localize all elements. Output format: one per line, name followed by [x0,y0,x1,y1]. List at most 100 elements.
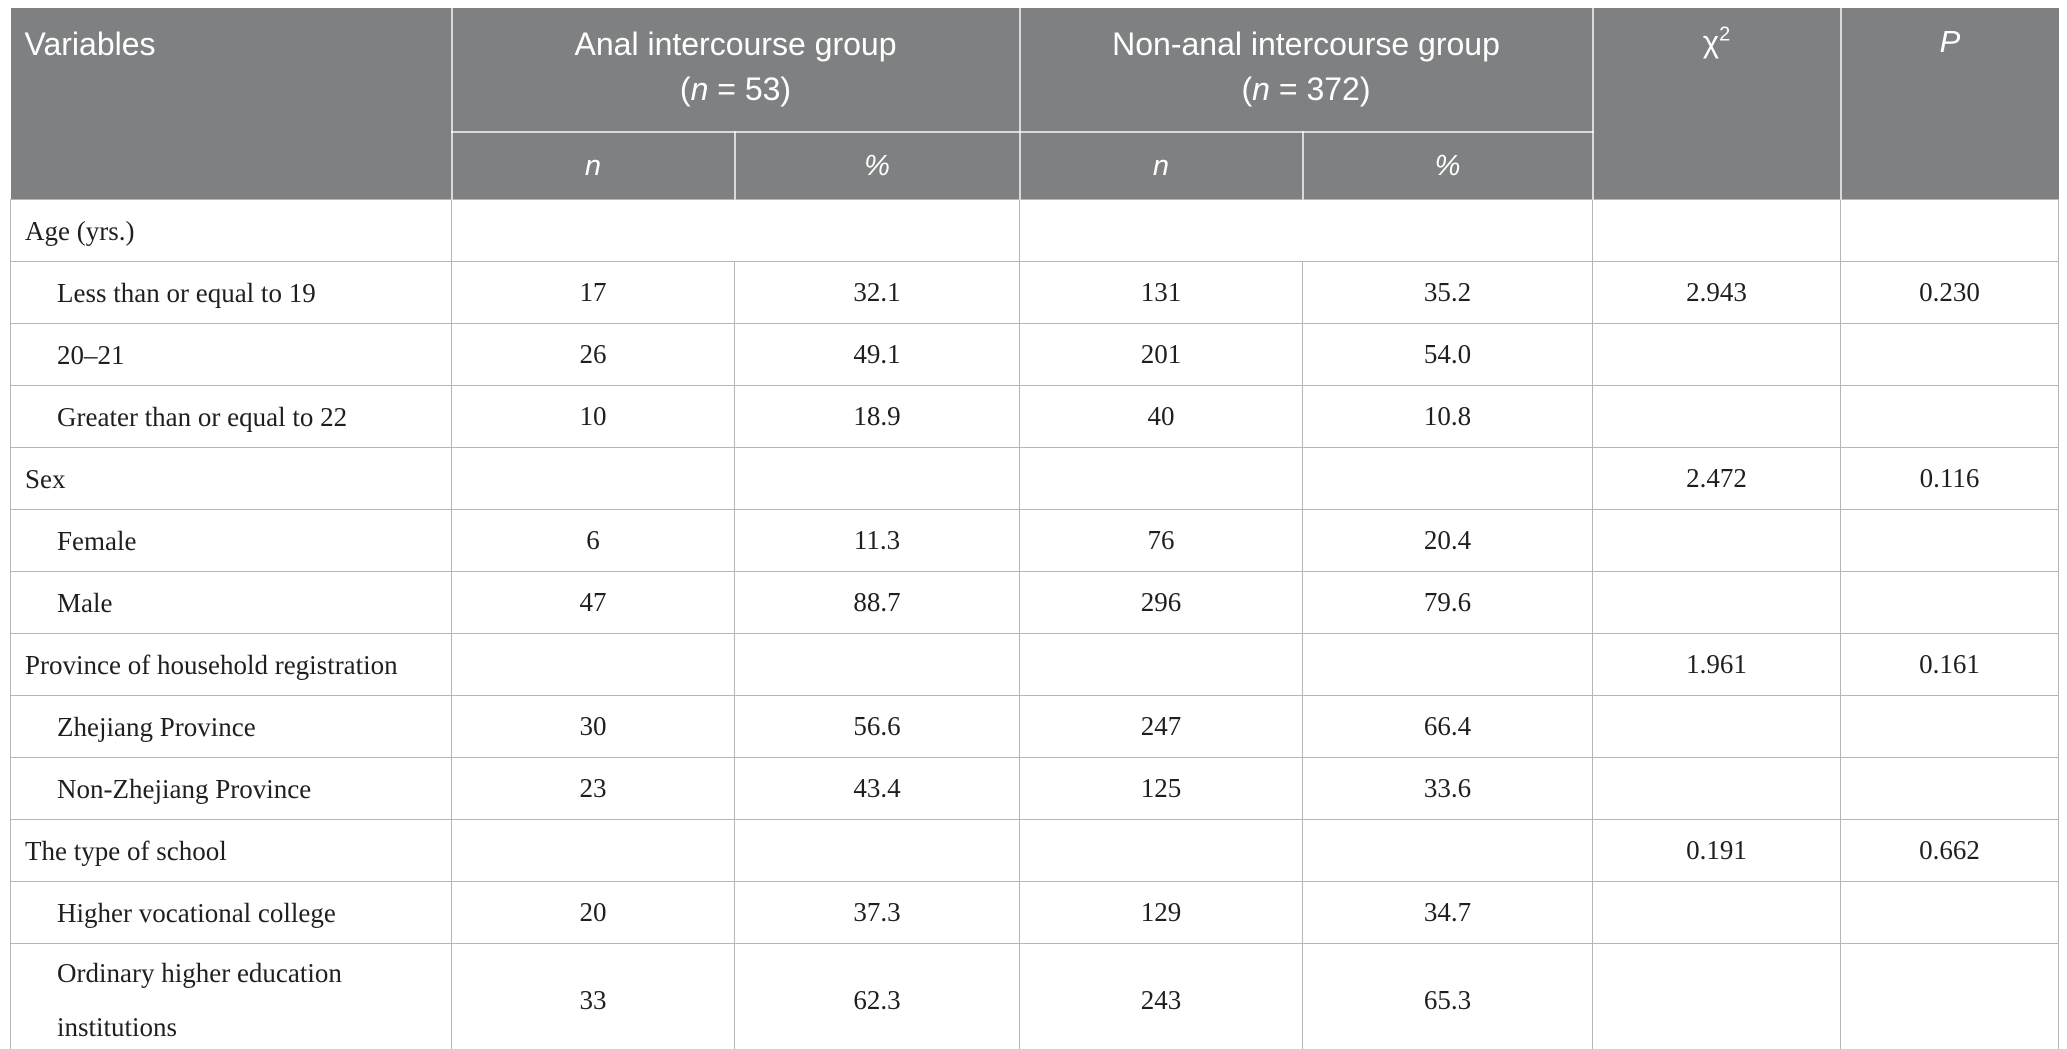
group2-n-cell: 296 [1019,571,1303,634]
table-row: Greater than or equal to 22 10 18.9 40 1… [10,385,2059,448]
group2-n-cell: 76 [1019,509,1303,572]
group1-pct-cell: 88.7 [734,571,1020,634]
group1-pct-cell [734,447,1020,510]
group1-pct-cell: 62.3 [734,943,1020,1049]
group1-n-cell: 26 [451,323,735,386]
p-cell: 0.161 [1840,633,2059,696]
chi-cell [1592,695,1841,758]
group1-count-open: ( [679,71,691,107]
row-label-cell: Province of household registration [10,633,452,696]
group1-pct-subheader: % [734,132,1021,200]
group1-n-subheader: n [451,132,736,200]
group1-pct-cell: 18.9 [734,385,1020,448]
group2-title: Non-anal intercourse group [1112,26,1500,62]
p-cell [1840,943,2059,1049]
group2-pct-cell: 35.2 [1302,261,1593,324]
group2-pct-cell: 20.4 [1302,509,1593,572]
group1-pct-cell: 37.3 [734,881,1020,944]
p-symbol: P [1939,24,1961,59]
group1-count-var: n [690,71,709,107]
group2-n-cell: 125 [1019,757,1303,820]
group1-count: (n = 53) [453,67,1019,112]
group2-n-cell: 201 [1019,323,1303,386]
p-cell [1840,509,2059,572]
group1-n-cell [451,819,735,882]
table-header: Variables Anal intercourse group (n = 53… [10,8,2059,200]
statistics-table: Variables Anal intercourse group (n = 53… [10,8,2059,1049]
chi-cell: 2.472 [1592,447,1841,510]
row-label-cell: Zhejiang Province [10,695,452,758]
group2-n-cell [1019,447,1303,510]
chi-exponent: 2 [1719,23,1731,46]
group1-merged-cell [451,199,1020,262]
group2-pct-cell: 54.0 [1302,323,1593,386]
table-row: Higher vocational college 20 37.3 129 34… [10,881,2059,944]
p-cell: 0.662 [1840,819,2059,882]
variables-header-cell: Variables [10,8,453,200]
table-body: Age (yrs.) Less than or equal to 19 17 3… [10,199,2059,1049]
header-row-groups: Variables Anal intercourse group (n = 53… [10,8,2059,200]
table-row: Non-Zhejiang Province 23 43.4 125 33.6 [10,757,2059,820]
chi-cell [1592,385,1841,448]
group1-n-cell: 17 [451,261,735,324]
row-label-cell: Male [10,571,452,634]
group2-n-cell: 131 [1019,261,1303,324]
group2-n-cell: 247 [1019,695,1303,758]
table-row-sex-section: Sex 2.472 0.116 [10,447,2059,510]
group2-pct-cell: 66.4 [1302,695,1593,758]
group2-pct-cell [1302,819,1593,882]
p-cell: 0.230 [1840,261,2059,324]
group1-count-rest: = 53) [708,71,792,107]
group2-pct-cell: 33.6 [1302,757,1593,820]
row-label-cell: Higher vocational college [10,881,452,944]
group2-count-open: ( [1241,71,1253,107]
group1-n-cell: 30 [451,695,735,758]
group1-pct-cell: 32.1 [734,261,1020,324]
row-label-cell: Female [10,509,452,572]
row-label-cell: Sex [10,447,452,510]
group1-n-cell [451,633,735,696]
group1-n-cell: 20 [451,881,735,944]
chi-cell: 1.961 [1592,633,1841,696]
group2-pct-cell: 10.8 [1302,385,1593,448]
group2-count: (n = 372) [1021,67,1592,112]
group2-merged-cell [1019,199,1593,262]
group2-n-cell: 40 [1019,385,1303,448]
group2-pct-cell: 34.7 [1302,881,1593,944]
group1-pct-cell [734,819,1020,882]
group1-n-cell: 47 [451,571,735,634]
group2-pct-subheader: % [1302,132,1594,200]
group1-n-cell [451,447,735,510]
group2-count-var: n [1252,71,1270,107]
group1-pct-cell [734,633,1020,696]
group1-header-cell: Anal intercourse group (n = 53) [451,8,1021,133]
group1-n-cell: 10 [451,385,735,448]
group1-n-cell: 23 [451,757,735,820]
group1-pct-cell: 49.1 [734,323,1020,386]
group2-count-rest: = 372) [1269,71,1371,107]
group1-pct-cell: 11.3 [734,509,1020,572]
header-row-subcolumns: n % n % [11,132,2059,200]
table-row-province-section: Province of household registration 1.961… [10,633,2059,696]
group2-pct-cell: 79.6 [1302,571,1593,634]
group2-header-cell: Non-anal intercourse group (n = 372) [1019,8,1594,133]
group2-n-cell: 129 [1019,881,1303,944]
table-row-age-section: Age (yrs.) [10,199,2059,262]
table-row-school-section: The type of school 0.191 0.662 [10,819,2059,882]
p-cell [1840,881,2059,944]
chi-cell [1592,571,1841,634]
chi-cell: 0.191 [1592,819,1841,882]
group2-n-cell [1019,819,1303,882]
row-label-cell: Ordinary higher education institutions [10,943,452,1049]
table-row: Ordinary higher education institutions 3… [10,943,2059,1049]
group2-n-subheader: n [1019,132,1304,200]
group1-pct-cell: 43.4 [734,757,1020,820]
group2-n-cell: 243 [1019,943,1303,1049]
row-label-cell: Greater than or equal to 22 [10,385,452,448]
chi-cell [1592,943,1841,1049]
p-cell [1840,323,2059,386]
group2-pct-cell [1302,447,1593,510]
p-value-header-cell: P [1840,8,2059,200]
p-cell: 0.116 [1840,447,2059,510]
